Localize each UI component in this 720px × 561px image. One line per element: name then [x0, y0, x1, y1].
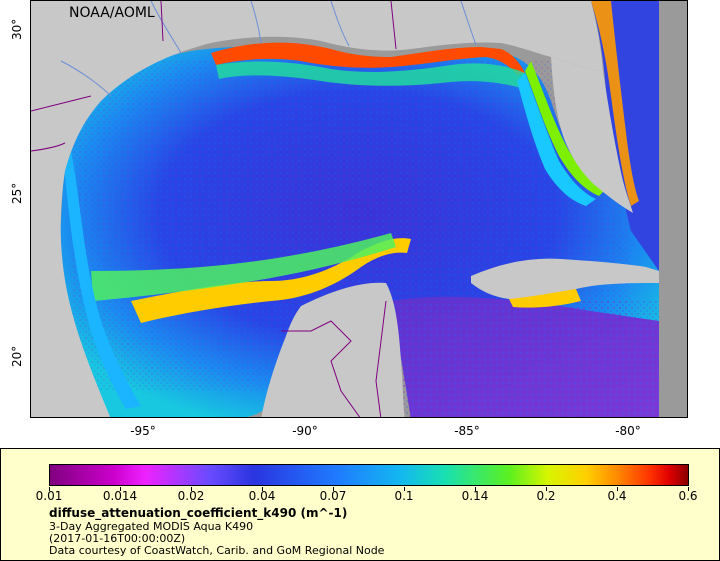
- lat-tick-30: 30°: [10, 18, 24, 40]
- caribbean-texture: [391, 301, 659, 417]
- colorbar-label: 0.07: [319, 489, 347, 503]
- lon-tick-85: -85°: [454, 424, 480, 438]
- colorbar-label: 0.2: [536, 489, 556, 503]
- land-florida[interactable]: [551, 57, 633, 213]
- land-mexico[interactable]: [31, 171, 111, 418]
- legend-panel: 0.01 0.014 0.02 0.04 0.07 0.1 0.14 0.2 0…: [0, 448, 720, 561]
- lat-tick-25: 25°: [10, 182, 24, 204]
- land-yucatan[interactable]: [261, 282, 405, 418]
- colorbar-label: 0.14: [461, 489, 489, 503]
- map-panel[interactable]: NOAA/AOML: [30, 0, 688, 418]
- colorbar-tick: [688, 487, 689, 491]
- colorbar-label: 0.01: [35, 489, 63, 503]
- land-cuba[interactable]: [471, 258, 659, 299]
- colorbar-label: 0.4: [607, 489, 627, 503]
- no-data-east: [659, 1, 687, 417]
- cuba-shelf: [509, 289, 581, 308]
- lon-tick-95: -95°: [130, 424, 156, 438]
- campeche-shelf: [131, 238, 411, 323]
- campeche-green: [91, 233, 396, 301]
- political-borders: [31, 1, 397, 417]
- colorbar-label: 0.04: [248, 489, 276, 503]
- atlantic-coastal-band: [591, 1, 639, 206]
- land-north[interactable]: [31, 1, 603, 171]
- lon-tick-90: -90°: [292, 424, 318, 438]
- colorbar-tick: [333, 487, 334, 491]
- data-courtesy: Data courtesy of CoastWatch, Carib. and …: [49, 544, 385, 557]
- west-florida-coast: [525, 61, 606, 196]
- k490-map[interactable]: [31, 1, 688, 418]
- colorbar-tick: [546, 487, 547, 491]
- colorbar-tick: [49, 487, 50, 491]
- colorbar-label: 0.014: [102, 489, 138, 503]
- rivers: [60, 1, 477, 97]
- lat-tick-20: 20°: [10, 345, 24, 367]
- colorbar-tick: [120, 487, 121, 491]
- dataset-description: 3-Day Aggregated MODIS Aqua K490: [49, 520, 254, 533]
- colorbar-tick: [262, 487, 263, 491]
- map-credit: NOAA/AOML: [69, 5, 155, 21]
- colorbar-label: 0.02: [177, 489, 205, 503]
- dataset-time: (2017-01-16T00:00:00Z): [49, 532, 186, 545]
- colorbar-label: 0.1: [394, 489, 414, 503]
- colorbar: [49, 464, 689, 486]
- colorbar-label: 0.6: [678, 489, 698, 503]
- lon-tick-80: -80°: [615, 424, 641, 438]
- northern-coastal-green: [216, 61, 531, 91]
- colorbar-tick: [617, 487, 618, 491]
- colorbar-tick: [404, 487, 405, 491]
- west-coast-band: [63, 151, 141, 409]
- colorbar-tick: [475, 487, 476, 491]
- variable-name: diffuse_attenuation_coefficient_k490 (m^…: [49, 506, 348, 520]
- west-florida-shelf: [517, 73, 596, 206]
- colorbar-tick: [191, 487, 192, 491]
- northern-coastal-band: [211, 42, 525, 75]
